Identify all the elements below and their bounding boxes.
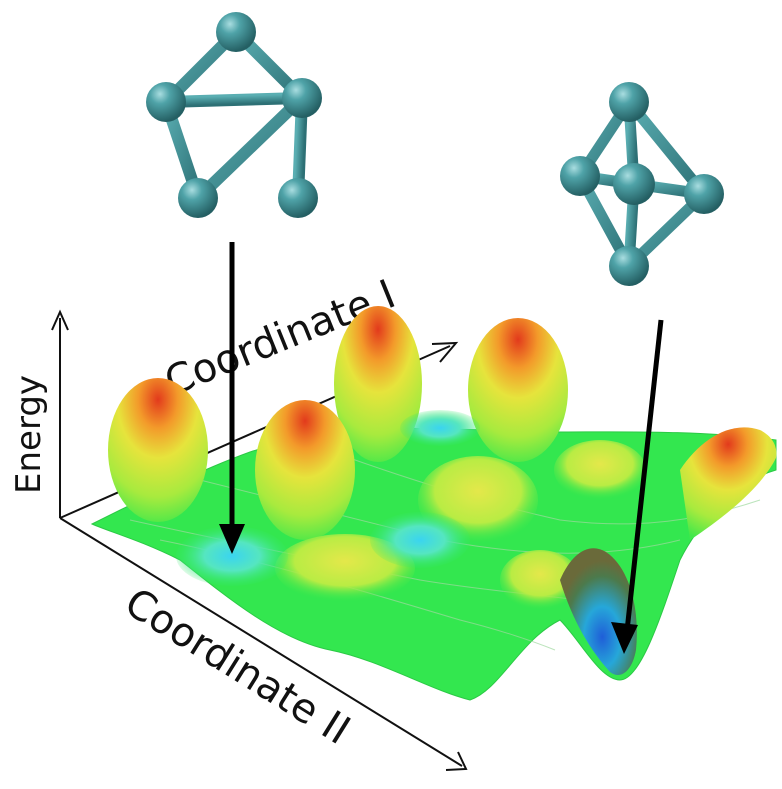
peak-front-center — [255, 400, 355, 540]
well-center — [370, 512, 470, 568]
cluster-pentagon — [146, 12, 322, 218]
coordinate-2-axis — [59, 517, 468, 771]
hill-front-right — [500, 550, 580, 610]
atom — [178, 178, 218, 218]
cluster-pentagon-bonds — [160, 26, 308, 204]
hill-mid-right — [554, 440, 646, 500]
atom — [146, 82, 186, 122]
peak-back-right — [468, 318, 568, 462]
atom — [278, 178, 318, 218]
atom — [282, 78, 322, 118]
energy-axis-label: Energy — [9, 375, 49, 494]
peak-back-center — [334, 306, 422, 462]
atom — [684, 174, 724, 214]
energy-surface — [90, 306, 777, 701]
cluster-bipyramid — [560, 82, 724, 286]
energy-axis — [51, 309, 69, 518]
arrow-head-global — [611, 622, 638, 654]
atom — [609, 246, 649, 286]
atom — [609, 82, 649, 122]
arrow-head-local — [219, 524, 245, 554]
peak-front-left — [108, 378, 208, 522]
well-back — [400, 410, 480, 446]
atom — [216, 12, 256, 52]
well-left — [176, 526, 288, 586]
global-minimum-well — [560, 548, 637, 676]
arrow-to-global-minimum — [623, 319, 664, 641]
right-ridge — [680, 427, 777, 540]
atom — [613, 163, 655, 205]
atom — [560, 156, 600, 196]
